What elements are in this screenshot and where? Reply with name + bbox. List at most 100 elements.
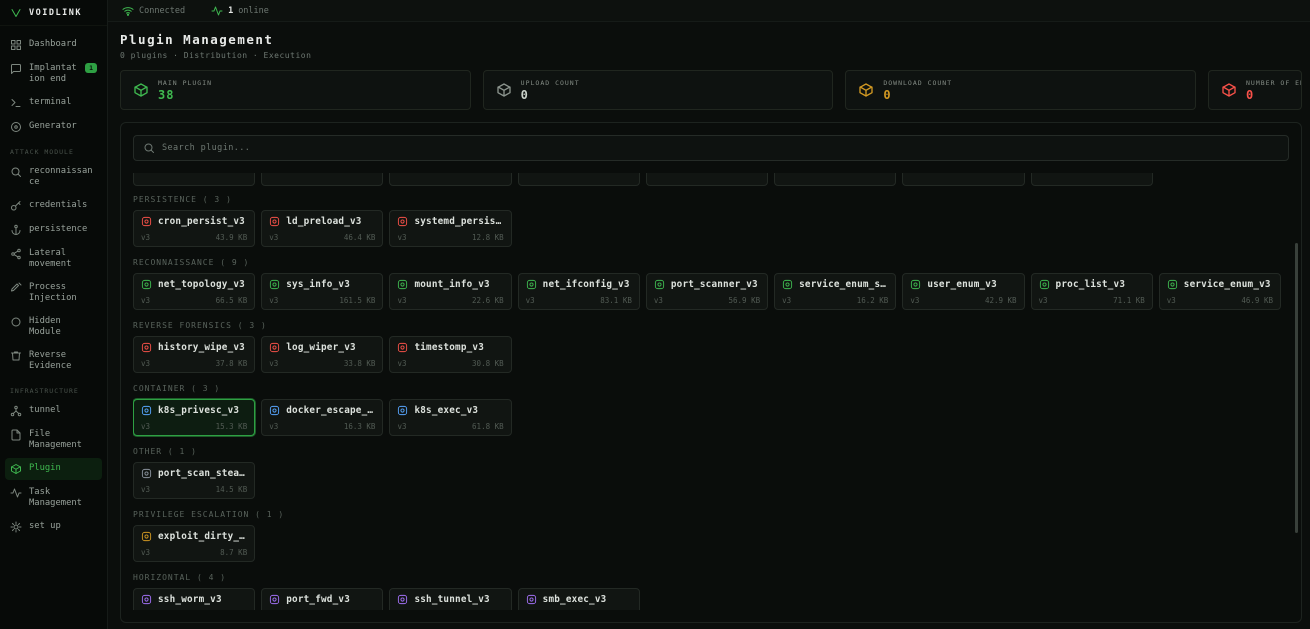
plugin-card-net-topology-v3[interactable]: net_topology_v3 v3 66.5 KB	[133, 273, 256, 310]
plugin-size: 83.1 KB	[600, 296, 632, 305]
plugin-card-log-wiper-v3[interactable]: log_wiper_v3 v3 33.8 KB	[261, 336, 384, 373]
sidebar-item-tunnel[interactable]: tunnel	[5, 400, 102, 422]
plugin-card-history-wipe-v3[interactable]: history_wipe_v3 v3 37.8 KB	[133, 336, 256, 373]
plugin-glyph-icon	[397, 279, 408, 290]
sidebar-item-hidden-module[interactable]: Hidden Module	[5, 311, 102, 343]
connection-status-label: Connected	[139, 5, 186, 16]
plugin-name: timestomp_v3	[414, 342, 485, 353]
plugin-card-docker-escape-v3[interactable]: docker_escape_v3 v3 16.3 KB	[261, 399, 384, 436]
plugin-card-clipped[interactable]	[774, 173, 897, 186]
plugin-version: v3	[397, 359, 407, 368]
plugin-card-clipped[interactable]	[517, 173, 640, 186]
plugin-glyph-icon	[269, 279, 280, 290]
sidebar-item-label: set up	[29, 520, 61, 531]
sidebar-item-label: tunnel	[29, 404, 61, 415]
plugin-size: 42.9 KB	[984, 296, 1017, 305]
plugin-name: port_scan_stealth_v3	[158, 468, 247, 479]
logo-row[interactable]: VOIDLINK	[0, 0, 107, 26]
sidebar-item-reverse-evidence[interactable]: Reverse Evidence	[5, 345, 102, 377]
sidebar-item-terminal[interactable]: terminal	[5, 92, 102, 114]
plugin-card-ld-preload-v3[interactable]: ld_preload_v3 v3 46.4 KB	[261, 210, 384, 247]
plugin-card-cron-persist-v3[interactable]: cron_persist_v3 v3 43.9 KB	[133, 210, 256, 247]
plugin-scroll-area[interactable]: PERSISTENCE ( 3 ) cron_persist_v3 v3 43.…	[133, 173, 1289, 610]
stat-value: 0	[520, 87, 529, 102]
plugin-card-k8s-privesc-v3[interactable]: k8s_privesc_v3 v3 15.3 KB	[133, 399, 256, 436]
plugin-card-ssh-worm-v3[interactable]: ssh_worm_v3 v3 40.6 KB	[133, 588, 256, 610]
plugin-version: v3	[269, 359, 279, 368]
plugin-card-sys-info-v3[interactable]: sys_info_v3 v3 161.5 KB	[261, 273, 384, 310]
plugin-glyph-icon	[141, 342, 152, 353]
sidebar-item-generator[interactable]: Generator	[5, 116, 102, 138]
sidebar-item-plugin[interactable]: Plugin	[5, 457, 102, 480]
plugin-card-k8s-exec-v3[interactable]: k8s_exec_v3 v3 61.8 KB	[389, 399, 512, 436]
plugin-name: history_wipe_v3	[158, 342, 245, 353]
plugin-glyph-icon	[782, 279, 793, 290]
pulse-icon	[211, 5, 223, 17]
sidebar-item-task-management[interactable]: Task Management	[5, 482, 102, 514]
plugin-version: v3	[141, 548, 151, 557]
category-section-privilege-escalation-1: PRIVILEGE ESCALATION ( 1 ) exploit_dirty…	[133, 510, 1281, 562]
main-content: Plugin Management 0 plugins · Distributi…	[108, 22, 1310, 629]
sidebar-item-persistence[interactable]: persistence	[5, 219, 102, 241]
category-label: PERSISTENCE ( 3 )	[133, 195, 232, 204]
plugin-size: 8.7 KB	[220, 548, 248, 557]
vertical-scrollbar-thumb[interactable]	[1295, 243, 1298, 533]
page-title: Plugin Management	[120, 32, 274, 47]
sidebar-item-file-management[interactable]: File Management	[5, 424, 102, 456]
plugin-name: sys_info_v3	[286, 279, 350, 290]
stat-card-number-of-errors: NUMBER OF ERRORS 0	[1208, 70, 1303, 110]
plugin-card-service-enum-v3[interactable]: service_enum_v3 v3 46.9 KB	[1158, 273, 1281, 310]
sidebar-section-infrastructure: INFRASTRUCTURE	[10, 386, 79, 395]
plugin-version: v3	[269, 422, 279, 431]
plugin-size: 15.3 KB	[215, 422, 248, 431]
sidebar-item-process-injection[interactable]: Process Injection	[5, 277, 102, 309]
plugin-name: log_wiper_v3	[286, 342, 356, 353]
search-icon	[10, 166, 22, 178]
plugin-card-proc-list-v3[interactable]: proc_list_v3 v3 71.1 KB	[1030, 273, 1153, 310]
plugin-card-mount-info-v3[interactable]: mount_info_v3 v3 22.6 KB	[389, 273, 512, 310]
plugin-card-port-scanner-v3[interactable]: port_scanner_v3 v3 56.9 KB	[645, 273, 769, 310]
plugin-card-systemd-persist-v3[interactable]: systemd_persist_v3 v3 12.8 KB	[389, 210, 512, 247]
plugin-card-exploit-dirty-pipe[interactable]: exploit_dirty_pipe_… v3 8.7 KB	[133, 525, 256, 562]
category-grid: k8s_privesc_v3 v3 15.3 KB docker_escape_…	[133, 399, 1281, 436]
plugin-version: v3	[269, 296, 279, 305]
main-column: Connected 1 online Plugin Management 0 pl…	[108, 0, 1310, 629]
plugin-card-clipped[interactable]	[1030, 173, 1153, 186]
plugin-card-smb-exec-v3[interactable]: smb_exec_v3 v3 34.4 KB	[517, 588, 640, 610]
plugin-glyph-icon	[269, 216, 280, 227]
plugin-card-clipped[interactable]	[389, 173, 512, 186]
plugin-card-clipped[interactable]	[645, 173, 769, 186]
sidebar-item-lateral-movement[interactable]: Lateral movement	[5, 243, 102, 275]
plugin-name: net_ifconfig_v3	[542, 279, 630, 290]
sidebar-item-set-up[interactable]: set up	[5, 516, 102, 538]
stat-value: 0	[1246, 87, 1255, 102]
sidebar-item-dashboard[interactable]: Dashboard	[5, 34, 102, 56]
plugin-card-net-ifconfig-v3[interactable]: net_ifconfig_v3 v3 83.1 KB	[517, 273, 640, 310]
plugin-card-clipped[interactable]	[902, 173, 1025, 186]
sidebar-item-reconnaissance[interactable]: reconnaissance	[5, 161, 102, 193]
plugin-glyph-icon	[654, 279, 665, 290]
sidebar-item-credentials[interactable]: credentials	[5, 195, 102, 217]
plugin-version: v3	[653, 296, 663, 305]
plugin-size: 66.5 KB	[215, 296, 248, 305]
sidebar-item-implantation-end[interactable]: Implantation end 1	[5, 58, 102, 90]
plugin-card-timestomp-v3[interactable]: timestomp_v3 v3 30.8 KB	[389, 336, 512, 373]
plugin-card-user-enum-v3[interactable]: user_enum_v3 v3 42.9 KB	[902, 273, 1025, 310]
category-section-other-1: OTHER ( 1 ) port_scan_stealth_v3 v3 14.5…	[133, 447, 1281, 499]
syringe-icon	[10, 282, 22, 294]
anchor-icon	[10, 224, 22, 236]
plugin-card-clipped[interactable]	[261, 173, 384, 186]
plugin-card-clipped[interactable]	[133, 173, 256, 186]
plugin-card-port-fwd-v3[interactable]: port_fwd_v3 v3 48.2 KB	[261, 588, 384, 610]
plugin-card-ssh-tunnel-v3[interactable]: ssh_tunnel_v3 v3 51.8 KB	[389, 588, 512, 610]
plugin-size: 37.8 KB	[215, 359, 248, 368]
search-input[interactable]	[162, 143, 1279, 153]
message-icon	[10, 63, 22, 75]
plugin-glyph-icon	[141, 531, 152, 542]
online-indicator: 1 online	[211, 5, 269, 17]
category-section-container-3: CONTAINER ( 3 ) k8s_privesc_v3 v3 15.3 K…	[133, 384, 1281, 436]
plugin-name: net_topology_v3	[158, 279, 245, 290]
plugin-card-port-scan-stealth-v3[interactable]: port_scan_stealth_v3 v3 14.5 KB	[133, 462, 256, 499]
plugin-card-service-enum-stealt[interactable]: service_enum_stealt… v3 16.2 KB	[774, 273, 897, 310]
plugin-version: v3	[1038, 296, 1048, 305]
